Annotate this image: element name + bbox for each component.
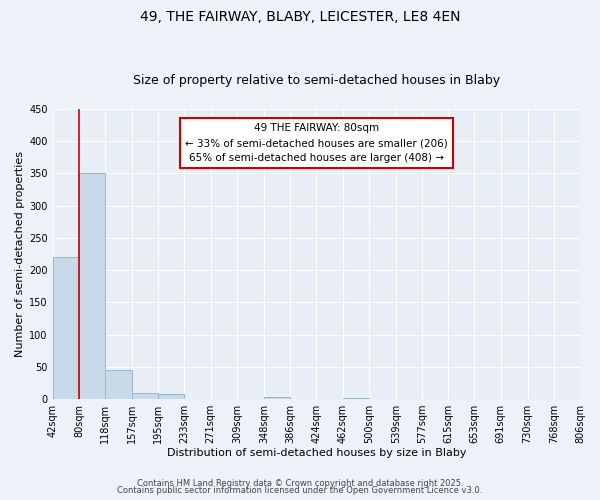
Bar	[53, 257, 79, 399]
Bar	[79, 174, 105, 399]
Title: Size of property relative to semi-detached houses in Blaby: Size of property relative to semi-detach…	[133, 74, 500, 87]
Text: Contains HM Land Registry data © Crown copyright and database right 2025.: Contains HM Land Registry data © Crown c…	[137, 478, 463, 488]
Y-axis label: Number of semi-detached properties: Number of semi-detached properties	[15, 151, 25, 357]
Text: 49 THE FAIRWAY: 80sqm
← 33% of semi-detached houses are smaller (206)
65% of sem: 49 THE FAIRWAY: 80sqm ← 33% of semi-deta…	[185, 124, 448, 163]
Bar	[105, 370, 132, 399]
Text: Contains public sector information licensed under the Open Government Licence v3: Contains public sector information licen…	[118, 486, 482, 495]
Bar	[343, 398, 369, 399]
Bar	[264, 397, 290, 399]
Bar	[158, 394, 184, 399]
Text: 49, THE FAIRWAY, BLABY, LEICESTER, LE8 4EN: 49, THE FAIRWAY, BLABY, LEICESTER, LE8 4…	[140, 10, 460, 24]
X-axis label: Distribution of semi-detached houses by size in Blaby: Distribution of semi-detached houses by …	[167, 448, 466, 458]
Bar	[132, 392, 158, 399]
